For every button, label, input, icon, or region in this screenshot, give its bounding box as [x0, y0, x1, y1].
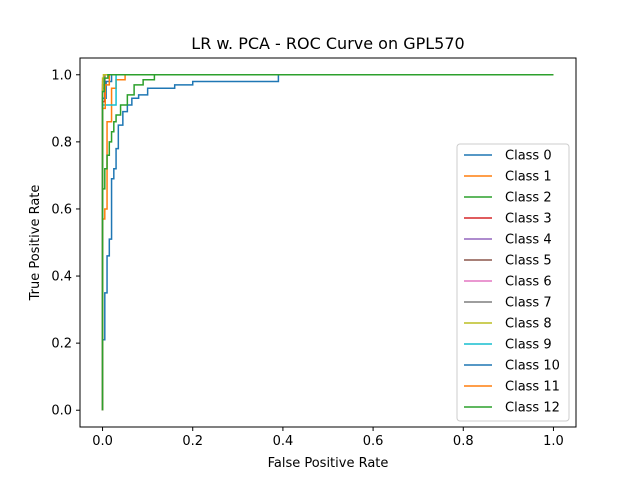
legend-label-class-7: Class 7	[505, 296, 552, 311]
y-tick-label: 0.2	[51, 337, 72, 352]
y-tick-label: 0.8	[51, 135, 72, 150]
series-line-class-2	[101, 74, 554, 411]
legend-label-class-5: Class 5	[505, 254, 552, 269]
legend-label-class-10: Class 10	[505, 359, 560, 374]
legend-label-class-9: Class 9	[505, 338, 552, 353]
x-tick-label: 0.2	[182, 434, 203, 449]
x-axis-label: False Positive Rate	[268, 456, 389, 471]
series-layer	[101, 74, 554, 411]
legend-label-class-1: Class 1	[505, 170, 552, 185]
y-tick-label: 0.6	[51, 202, 72, 217]
x-tick-label: 0.0	[92, 434, 113, 449]
legend-label-class-12: Class 12	[505, 401, 560, 416]
x-tick-label: 0.8	[453, 434, 474, 449]
legend-label-class-6: Class 6	[505, 275, 552, 290]
legend-items: Class 0 Class 1 Class 2 Class 3 Class 4 Class…	[464, 149, 560, 416]
series-line-class-1	[101, 74, 554, 411]
x-axis-ticks: 0.0 0.2 0.4 0.6 0.8 1.0	[92, 427, 564, 449]
series-line-class-0	[101, 74, 554, 411]
y-tick-label: 0.4	[51, 270, 72, 285]
legend-label-class-11: Class 11	[505, 380, 560, 395]
x-tick-label: 0.6	[363, 434, 384, 449]
legend-label-class-2: Class 2	[505, 191, 552, 206]
y-tick-label: 1.0	[51, 68, 72, 83]
y-tick-label: 0.0	[51, 404, 72, 419]
legend-box	[456, 143, 570, 422]
legend: Class 0 Class 1 Class 2 Class 3 Class 4 Class…	[456, 143, 570, 422]
x-tick-label: 0.4	[273, 434, 294, 449]
legend-label-class-8: Class 8	[505, 317, 552, 332]
legend-label-class-0: Class 0	[505, 149, 552, 164]
y-axis-label: True Positive Rate	[28, 185, 43, 302]
chart-title: LR w. PCA - ROC Curve on GPL570	[191, 34, 464, 53]
legend-label-class-4: Class 4	[505, 233, 552, 248]
x-tick-label: 1.0	[543, 434, 564, 449]
y-axis-ticks: 0.0 0.2 0.4 0.6 0.8 1.0	[51, 68, 80, 419]
legend-label-class-3: Class 3	[505, 212, 552, 227]
series-line-class-12	[101, 74, 554, 411]
plot-frame	[79, 57, 577, 428]
